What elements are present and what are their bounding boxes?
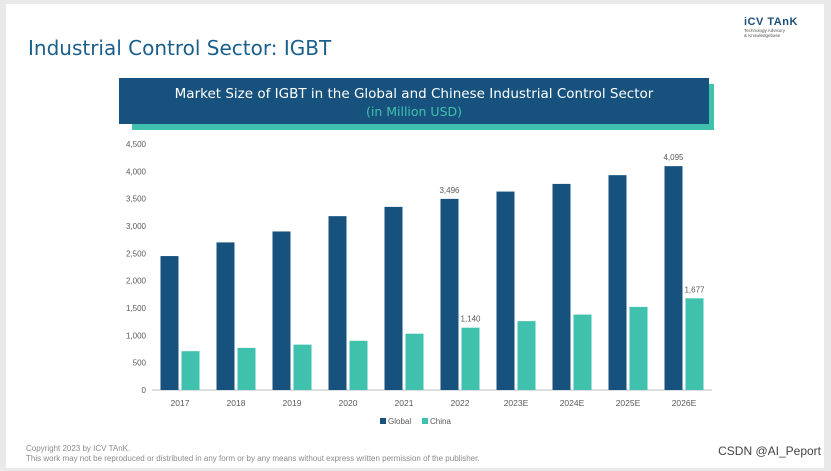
y-tick-label: 4,000 (126, 167, 147, 176)
y-tick-label: 2,500 (126, 249, 147, 258)
x-tick-label: 2025E (616, 398, 641, 408)
chart-title: Market Size of IGBT in the Global and Ch… (174, 86, 654, 102)
x-tick-label: 2023E (504, 398, 529, 408)
x-tick-label: 2026E (672, 398, 697, 408)
logo-name: iCV TAnK (744, 16, 798, 28)
bar-global-2026E (664, 166, 683, 390)
bar-china-2020 (349, 340, 368, 390)
x-tick-label: 2021 (395, 398, 414, 408)
bar-global-2021 (384, 206, 403, 390)
y-tick-label: 2,000 (126, 277, 147, 286)
legend-label-china: China (430, 417, 451, 426)
data-label: 4,095 (663, 153, 684, 162)
x-tick-label: 2019 (283, 398, 302, 408)
bar-china-2024E (573, 314, 592, 390)
x-tick-label: 2018 (227, 398, 246, 408)
slide: Industrial Control Sector: IGBT iCV TAnK… (6, 4, 824, 468)
logo: iCV TAnK Technology Advisory & Knowledge… (744, 16, 806, 38)
chart-subtitle: (in Million USD) (365, 104, 463, 119)
legend-swatch-global (380, 418, 386, 424)
bar-global-2024E (552, 183, 571, 390)
x-tick-label: 2017 (171, 398, 190, 408)
bar-china-2017 (181, 351, 200, 390)
bar-chart: 0 500 1,000 1,500 2,000 2,500 3,000 3,500 4,000 4… (126, 140, 712, 426)
bar-china-2022 (461, 327, 480, 390)
bar-china-2018 (237, 347, 256, 390)
logo-subtitle-1: Technology Advisory (744, 28, 786, 33)
bar-china-2025E (629, 306, 648, 390)
bar-global-2023E (496, 191, 515, 390)
x-tick-label: 2020 (339, 398, 358, 408)
page-title: Industrial Control Sector: IGBT (28, 36, 332, 60)
legend-label-global: Global (388, 417, 411, 426)
bar-global-2018 (216, 242, 235, 390)
chart-banner: Market Size of IGBT in the Global and Ch… (119, 78, 709, 124)
bar-china-2023E (517, 321, 536, 390)
data-label: 1,140 (460, 315, 481, 324)
legend-swatch-china (422, 418, 428, 424)
bar-china-2021 (405, 333, 424, 390)
bar-global-2017 (160, 256, 179, 390)
watermark: CSDN @AI_Peport (718, 444, 821, 458)
bar-global-2019 (272, 231, 291, 390)
y-tick-label: 0 (142, 386, 147, 395)
data-label: 1,677 (684, 285, 705, 294)
data-label: 3,496 (439, 186, 460, 195)
y-tick-label: 4,500 (126, 140, 147, 149)
footer-copyright: Copyright 2023 by ICV TAnK. (26, 444, 131, 453)
y-tick-label: 3,000 (126, 222, 147, 231)
y-tick-label: 1,500 (126, 304, 147, 313)
bar-global-2022 (440, 198, 459, 390)
logo-subtitle-2: & Knowledgebase (744, 33, 781, 38)
bar-global-2020 (328, 216, 347, 390)
x-tick-label: 2022 (451, 398, 470, 408)
bar-global-2025E (608, 175, 627, 390)
footer-notice: This work may not be reproduced or distr… (26, 454, 480, 463)
y-tick-label: 3,500 (126, 195, 147, 204)
bar-china-2019 (293, 344, 312, 390)
y-tick-label: 1,000 (126, 331, 147, 340)
y-tick-label: 500 (133, 359, 147, 368)
bar-china-2026E (685, 298, 704, 390)
footer: Copyright 2023 by ICV TAnK. This work ma… (26, 444, 480, 464)
x-tick-label: 2024E (560, 398, 585, 408)
